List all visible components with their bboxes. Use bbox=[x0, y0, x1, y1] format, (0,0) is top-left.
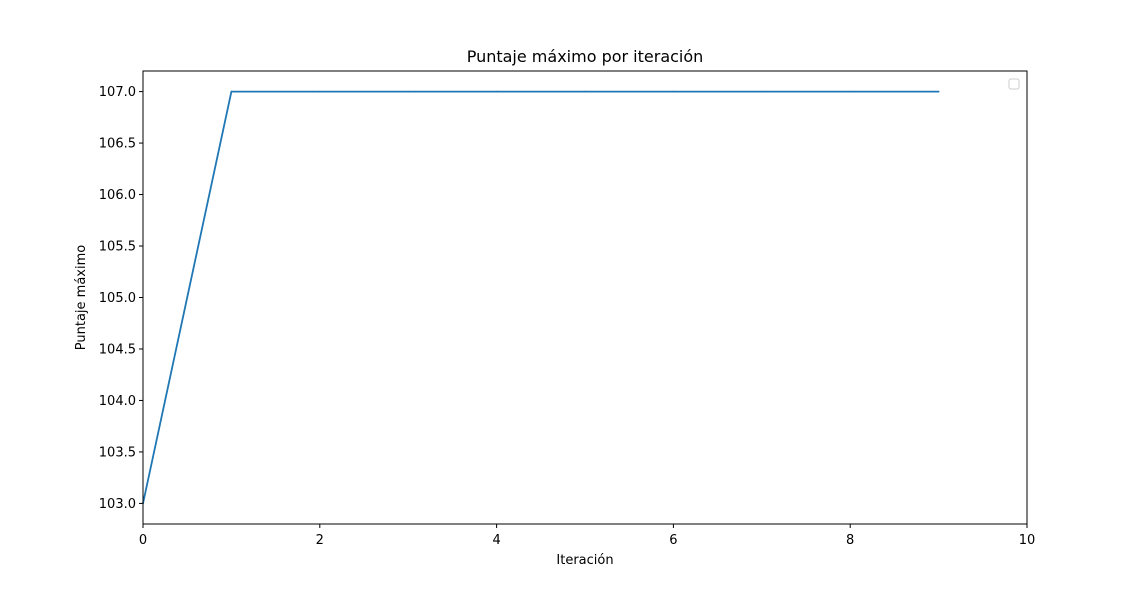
chart-title: Puntaje máximo por iteración bbox=[467, 47, 704, 66]
y-tick-label: 103.5 bbox=[99, 445, 136, 460]
x-tick-label: 10 bbox=[1019, 533, 1036, 548]
data-point bbox=[849, 90, 852, 93]
y-tick-label: 106.0 bbox=[99, 188, 136, 203]
data-point bbox=[318, 90, 321, 93]
legend-box bbox=[1008, 78, 1020, 90]
y-tick-label: 104.0 bbox=[99, 394, 136, 409]
data-point bbox=[760, 90, 763, 93]
y-tick-label: 104.5 bbox=[99, 342, 136, 357]
data-point bbox=[672, 90, 675, 93]
y-tick-label: 106.5 bbox=[99, 137, 136, 152]
x-tick-label: 8 bbox=[846, 533, 854, 548]
y-tick-label: 107.0 bbox=[99, 85, 136, 100]
y-tick-label: 105.0 bbox=[99, 291, 136, 306]
y-axis-ticks: 103.0 103.5 104.0 104.5 105.0 105.5 106.0 106.5… bbox=[99, 85, 143, 512]
axes-background bbox=[143, 71, 1027, 524]
series-line bbox=[142, 90, 939, 504]
data-point bbox=[407, 90, 410, 93]
y-tick-label: 105.5 bbox=[99, 240, 136, 255]
x-axis-label: Iteración bbox=[556, 553, 613, 568]
x-tick-label: 0 bbox=[139, 533, 147, 548]
x-tick-label: 4 bbox=[492, 533, 500, 548]
data-point bbox=[937, 90, 940, 93]
y-tick-label: 103.0 bbox=[99, 497, 136, 512]
data-point bbox=[230, 90, 233, 93]
data-point bbox=[495, 90, 498, 93]
plot-area bbox=[142, 70, 1028, 525]
y-axis-label: Puntaje máximo bbox=[74, 245, 89, 350]
data-point bbox=[584, 90, 586, 93]
x-axis-ticks: 0 2 4 6 8 10 bbox=[139, 524, 1035, 548]
x-tick-label: 2 bbox=[316, 533, 324, 548]
x-tick-label: 6 bbox=[669, 533, 677, 548]
